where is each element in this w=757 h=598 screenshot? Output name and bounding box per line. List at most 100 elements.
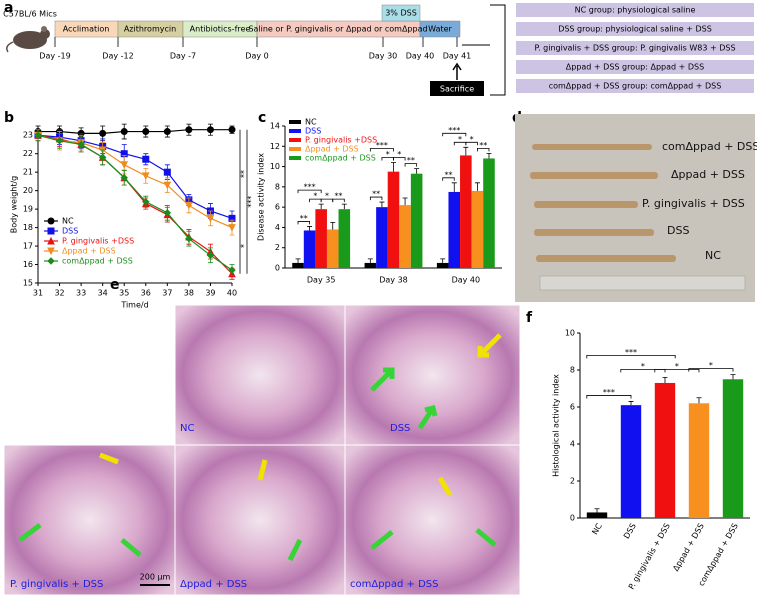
- legend-swatch: [289, 156, 301, 160]
- bar: [586, 512, 608, 518]
- point: [120, 128, 128, 136]
- legend-label: DSS: [305, 127, 321, 136]
- error-bar: [295, 258, 301, 263]
- x-tick-label: 34: [98, 289, 108, 298]
- significance-label: **: [372, 190, 380, 199]
- significance-label: *: [709, 361, 713, 370]
- significance-label: **: [444, 170, 452, 179]
- point: [55, 137, 64, 145]
- significance-bracket: [332, 198, 345, 203]
- significance-bracket: [477, 147, 490, 152]
- y-tick-label: 12: [270, 142, 280, 151]
- significance-label: *: [386, 150, 390, 159]
- phase-label: Saline or P. gingivalis or Δppad or comΔ…: [248, 25, 427, 34]
- day-label: Day 0: [245, 52, 268, 61]
- point: [99, 129, 107, 137]
- group-label: DSS group: physiological saline + DSS: [558, 25, 712, 34]
- point: [228, 126, 236, 134]
- bar: [399, 205, 411, 268]
- ruler: [539, 275, 746, 291]
- x-tick-label: 39: [205, 289, 215, 298]
- error-bar: [474, 182, 480, 191]
- sacrifice-box: [430, 81, 484, 96]
- legend-label: Δppad + DSS: [305, 145, 359, 154]
- day-label: Day -7: [170, 52, 196, 61]
- day-label: Day -19: [39, 52, 70, 61]
- y-tick-label: 18: [23, 223, 33, 232]
- error-bar: [379, 201, 385, 208]
- significance-bracket: [465, 141, 478, 146]
- y-tick-label: 8: [570, 366, 575, 375]
- panel-label: c: [258, 110, 266, 126]
- group-box: [516, 22, 754, 36]
- bar: [688, 403, 710, 518]
- significance-label: *: [470, 135, 474, 144]
- y-tick-label: 20: [23, 186, 33, 195]
- histology-label: NC: [180, 423, 194, 434]
- day-label: Day -12: [102, 52, 133, 61]
- significance-label: **: [335, 192, 343, 201]
- point: [47, 257, 55, 265]
- significance-bracket: [442, 132, 467, 137]
- significance-label: **: [479, 141, 487, 150]
- bar: [364, 262, 377, 268]
- significance-label: *: [675, 362, 679, 371]
- significance-label: **: [240, 170, 249, 178]
- point: [228, 266, 236, 274]
- significance-label: **: [300, 214, 308, 223]
- error-bar: [696, 397, 702, 404]
- x-tick-label: 35: [119, 289, 129, 298]
- bar: [483, 158, 495, 268]
- significance-label: **: [407, 156, 415, 165]
- significance-label: *: [313, 192, 317, 201]
- y-tick-label: 17: [23, 242, 33, 251]
- y-tick-label: 22: [23, 149, 33, 158]
- series-line: [37, 134, 233, 271]
- error-bar: [414, 168, 420, 174]
- photo-label: P. gingivalis + DSS: [642, 197, 745, 210]
- x-tick-label: Δppad + DSS: [671, 522, 706, 573]
- point: [163, 181, 172, 190]
- point: [163, 168, 171, 176]
- bar: [654, 382, 676, 518]
- bar: [410, 173, 423, 268]
- point: [47, 236, 55, 245]
- point: [77, 140, 85, 149]
- histology-label: comΔppad + DSS: [350, 579, 439, 590]
- point: [141, 172, 150, 180]
- legend-label: NC: [62, 217, 74, 226]
- dss-label: 3% DSS: [385, 9, 417, 18]
- y-tick-label: 0: [275, 264, 280, 273]
- point: [98, 153, 107, 162]
- sacrifice-arrow: [452, 62, 462, 80]
- legend-label: P. gingivalis +DSS: [305, 136, 377, 145]
- group-label: P. gingivalis + DSS group: P. gingivalis…: [534, 44, 735, 53]
- panel-label: e: [110, 277, 120, 293]
- legend-label: Δppad + DSS: [62, 247, 116, 256]
- significance-bracket: [404, 163, 418, 167]
- y-tick-label: 6: [570, 403, 575, 412]
- bar: [338, 209, 351, 268]
- series-line: [38, 129, 232, 134]
- y-tick-label: 0: [570, 514, 575, 523]
- point: [185, 201, 193, 210]
- bar: [376, 207, 388, 268]
- series-line: [37, 134, 233, 219]
- point: [206, 214, 215, 223]
- group-box: [516, 60, 754, 74]
- significance-bracket: [297, 189, 322, 194]
- photo-label: NC: [705, 249, 721, 262]
- phase-label: Water: [428, 25, 452, 34]
- error-bar: [730, 374, 736, 380]
- x-tick-label: Day 40: [452, 276, 481, 285]
- significance-bracket: [688, 368, 734, 372]
- y-tick-label: 15: [23, 279, 33, 288]
- group-label: Δppad + DSS group: Δppad + DSS: [566, 63, 704, 72]
- significance-label: *: [240, 244, 249, 248]
- phase-label: Azithromycin: [124, 25, 176, 34]
- point: [228, 224, 236, 232]
- point: [142, 198, 150, 206]
- significance-label: *: [641, 362, 645, 371]
- phase-label: Antibiotics-free: [190, 25, 251, 34]
- error-bar: [391, 162, 396, 172]
